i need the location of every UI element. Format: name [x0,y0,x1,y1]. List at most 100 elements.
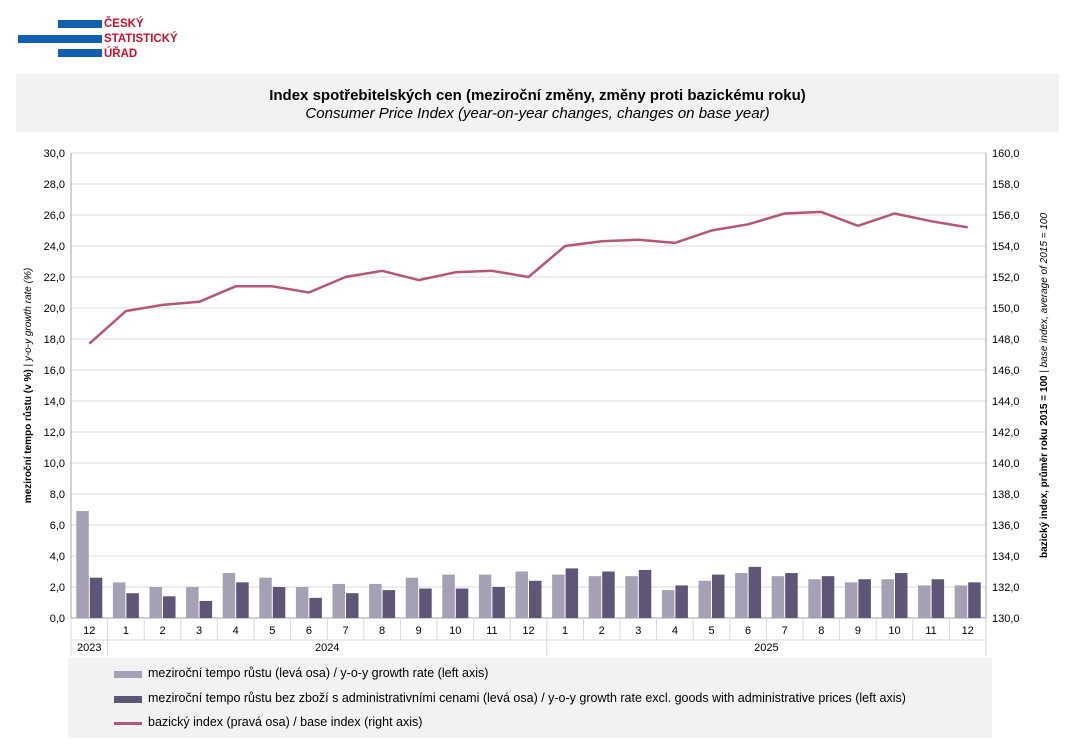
y-tick-left: 0,0 [50,613,65,625]
base-index-line [88,210,968,345]
legend-label-base-index: bazický index (pravá osa) / base index (… [148,715,423,729]
x-tick-label: 7 [782,625,788,637]
x-tick-label: 3 [635,625,641,637]
x-tick-label: 11 [925,625,936,637]
y-tick-left: 6,0 [50,520,65,532]
x-tick-label: 11 [486,625,497,637]
bar-growth-excl [346,593,359,618]
bar-growth-excl [199,600,213,618]
bar-growth [552,574,565,618]
bar-growth-excl [821,576,835,618]
bar-growth-excl [236,582,249,618]
x-tick-label: 5 [269,625,275,637]
bar-growth-excl [492,587,505,618]
bar-growth-excl [455,588,469,618]
bar-growth-excl [382,590,396,618]
bar-growth [295,587,309,618]
bar-growth-excl [126,593,139,618]
y-tick-right: 158,0 [992,179,1020,191]
y-tick-left: 28,0 [44,179,65,191]
bar-growth [405,577,419,618]
y-tick-right: 160,0 [992,148,1020,160]
bar-growth [735,573,748,618]
chart-legend: meziroční tempo růstu (levá osa) / y-o-y… [68,658,992,738]
legend-swatch-growth-excl [114,696,142,703]
bar-growth-excl [529,580,542,618]
year-label: 2024 [315,642,339,654]
y-tick-left: 18,0 [44,334,65,346]
bar-growth-excl [675,585,688,618]
bar-growth [332,583,345,618]
y-tick-left: 16,0 [44,365,65,377]
x-tick-label: 7 [342,625,348,637]
bar-growth-excl [931,579,945,618]
y-axis-title-separator: | [1039,367,1050,375]
x-tick-label: 10 [888,625,900,637]
bar-growth [515,571,528,618]
x-tick-label: 3 [196,625,202,637]
y-tick-left: 22,0 [44,272,65,284]
bar-growth-excl [419,588,432,618]
x-tick-label: 12 [522,625,534,637]
bar-growth-excl [163,596,176,618]
x-tick-label: 12 [962,625,974,637]
x-tick-label: 1 [562,625,568,637]
logo-bar [58,20,102,28]
y-tick-right: 138,0 [992,489,1020,501]
y-tick-right: 146,0 [992,365,1020,377]
cpi-chart: 0,0 2,0 4,0 6,0 8,0 10,0 12,0 14,0 16,0 18,0 20,0 2… [22,148,1050,656]
y-tick-left: 12,0 [44,427,65,439]
bar-growth [808,579,821,618]
bar-growth [918,585,931,618]
bar-growth [369,583,382,618]
bar-growth [222,573,236,618]
y-tick-right: 152,0 [992,272,1020,284]
x-tick-label: 9 [416,625,422,637]
bar-growth-excl [89,577,103,618]
bar-growth-excl [309,597,322,618]
x-tick-label: 10 [449,625,461,637]
logo-line-1: ČESKÝ [104,17,144,30]
y-axis-title-left-cz: meziroční tempo růstu (v %) [22,369,34,503]
bar-growth [625,576,638,618]
year-label: 2023 [77,642,101,654]
bar-growth-excl [858,579,871,618]
bar-growth [112,582,126,618]
bar-growth [588,576,602,618]
legend-label-growth: meziroční tempo růstu (levá osa) / y-o-y… [148,666,489,680]
y-tick-left: 8,0 [50,489,65,501]
chart-title-en: Consumer Price Index (year-on-year chang… [305,105,770,122]
bar-growth [478,574,492,618]
bar-growth [259,577,272,618]
logo-line-3: ÚŘAD [104,47,137,60]
y-axis-title-right-cz: bazický index, průměr roku 2015 = 100 [1038,375,1050,558]
chart-title-box: Index spotřebitelských cen (meziroční zm… [16,74,1059,132]
bar-growth [186,587,199,618]
y-tick-right: 132,0 [992,582,1020,594]
y-axis-title-left: meziroční tempo růstu (v %) | y-o-y grow… [22,268,34,503]
y-tick-right: 140,0 [992,458,1020,470]
bar-growth-excl [785,573,798,618]
bar-growth-excl [712,574,725,618]
chart-title-cz: Index spotřebitelských cen (meziroční zm… [269,87,806,104]
bar-growth [76,511,89,618]
y-tick-left: 26,0 [44,210,65,222]
x-tick-label: 1 [123,625,129,637]
bar-growth [661,590,675,618]
bar-growth [442,574,455,618]
bar-growth-excl [602,571,615,618]
bar-growth-excl [272,587,286,618]
x-tick-label: 5 [708,625,714,637]
x-tick-label: 12 [83,625,95,637]
y-tick-right: 144,0 [992,396,1020,408]
x-tick-label: 8 [818,625,824,637]
y-axis-title-right: bazický index, průměr roku 2015 = 100 | … [1038,213,1050,558]
x-tick-label: 2 [159,625,165,637]
x-tick-label: 6 [306,625,312,637]
bar-growth [149,587,162,618]
x-tick-label: 9 [855,625,861,637]
y-tick-right: 130,0 [992,613,1020,625]
bar-growth [954,585,968,618]
y-axis-title-separator: | [23,361,34,369]
y-tick-right: 136,0 [992,520,1020,532]
